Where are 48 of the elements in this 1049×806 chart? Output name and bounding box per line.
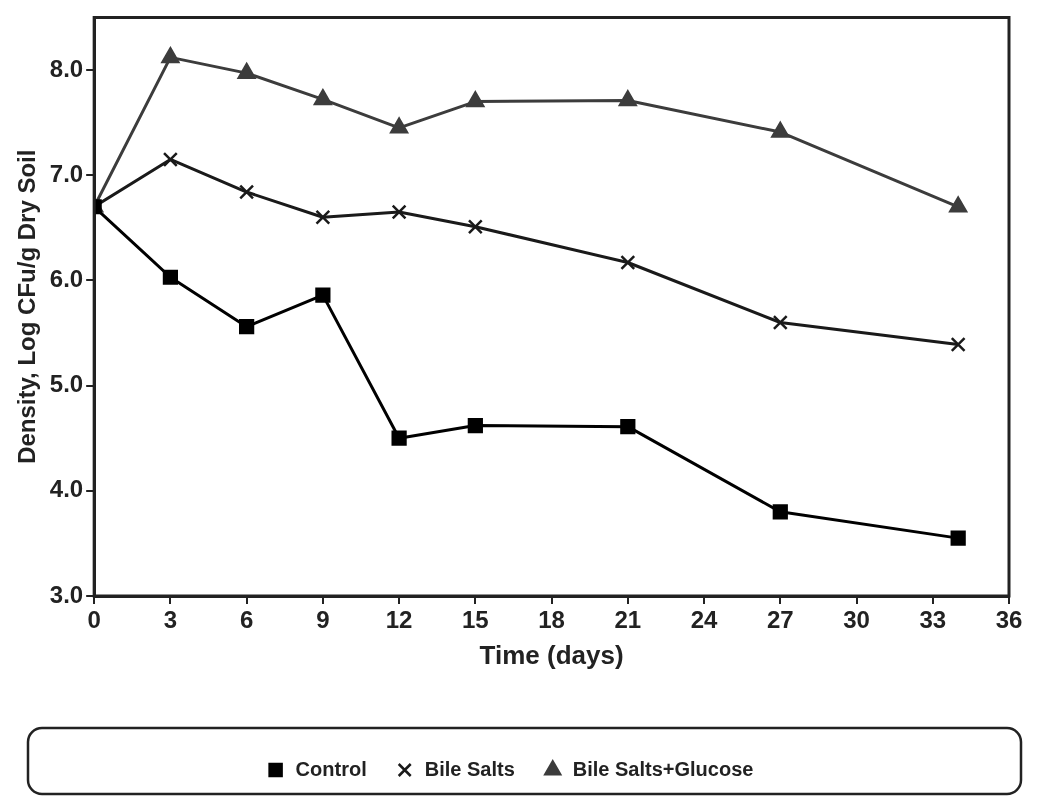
- point: [772, 504, 788, 520]
- y-tick-label: 4.0: [49, 475, 84, 503]
- x-tick-label: 3: [163, 606, 178, 634]
- point: [162, 151, 179, 168]
- point: [161, 47, 180, 64]
- point: [313, 89, 332, 106]
- point: [237, 62, 256, 79]
- point: [620, 254, 636, 271]
- x-tick-label: 6: [239, 606, 254, 634]
- x-tick-label: 24: [690, 606, 719, 634]
- y-tick-label: 6.0: [49, 265, 84, 293]
- point: [950, 530, 966, 546]
- point: [620, 419, 636, 435]
- point: [391, 430, 407, 446]
- y-tick-label: 5.0: [49, 370, 84, 398]
- x-tick-label: 9: [316, 606, 330, 634]
- x-axis-title: Time (days): [479, 639, 624, 670]
- point: [239, 319, 255, 335]
- point: [162, 269, 179, 285]
- y-tick-label: 3.0: [49, 580, 84, 608]
- legend-label: Control: [295, 757, 367, 780]
- y-tick-label: 7.0: [49, 159, 84, 187]
- point: [771, 121, 790, 138]
- point: [390, 117, 409, 134]
- point: [772, 314, 788, 331]
- point: [315, 287, 331, 303]
- x-tick-label: 18: [538, 606, 565, 634]
- point: [949, 196, 968, 213]
- point: [315, 209, 331, 225]
- legend-label: Bile Salts: [424, 757, 515, 780]
- point: [467, 219, 483, 235]
- point: [618, 90, 637, 107]
- legend-label: Bile Salts+Glucose: [572, 757, 754, 780]
- point: [950, 336, 966, 353]
- y-tick-label: 8.0: [49, 54, 84, 82]
- y-axis-title: Density, Log CFu/g Dry Soil: [13, 149, 41, 464]
- x-tick-label: 12: [385, 606, 413, 634]
- x-tick-label: 27: [766, 606, 794, 634]
- x-tick-label: 30: [843, 606, 870, 634]
- x-tick-label: 36: [995, 606, 1023, 634]
- point: [391, 204, 407, 220]
- point: [467, 417, 483, 434]
- x-tick-label: 0: [87, 606, 101, 634]
- x-tick-label: 15: [461, 606, 489, 634]
- point: [239, 184, 255, 200]
- x-tick-label: 21: [614, 606, 642, 634]
- point: [466, 91, 485, 108]
- x-tick-label: 33: [919, 606, 947, 634]
